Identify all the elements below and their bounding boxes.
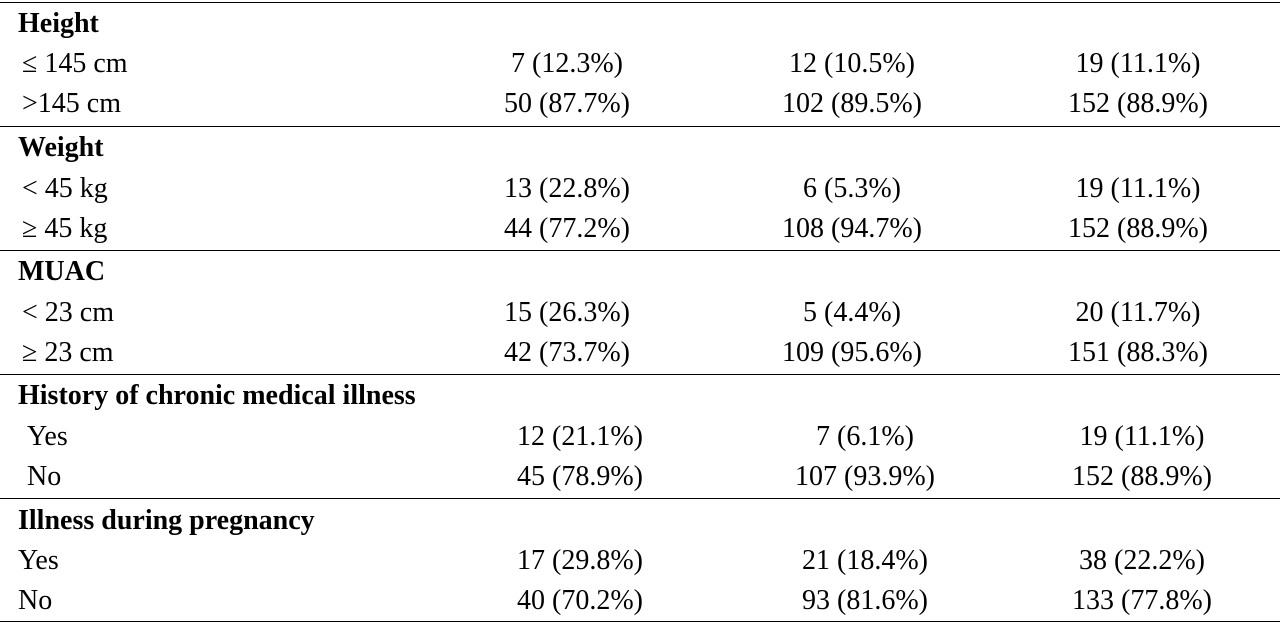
cell-col1: 42 (73.7%) bbox=[504, 337, 630, 368]
section-heading: Height bbox=[18, 8, 99, 39]
row-label: ≤ 145 cm bbox=[22, 48, 128, 79]
cell-col1: 7 (12.3%) bbox=[511, 48, 623, 79]
cell-col2: 21 (18.4%) bbox=[802, 545, 928, 576]
cell-col2: 93 (81.6%) bbox=[802, 585, 928, 616]
row-label: Yes bbox=[18, 545, 59, 576]
cell-col1: 12 (21.1%) bbox=[517, 421, 643, 452]
row-label: No bbox=[18, 585, 53, 616]
row-label: Yes bbox=[27, 421, 68, 452]
cell-col2: 109 (95.6%) bbox=[782, 337, 922, 368]
cell-col2: 108 (94.7%) bbox=[782, 213, 922, 244]
section-muac: MUAC < 23 cm 15 (26.3%) 5 (4.4%) 20 (11.… bbox=[0, 250, 1280, 372]
cell-col1: 40 (70.2%) bbox=[517, 585, 643, 616]
cell-col2: 102 (89.5%) bbox=[782, 88, 922, 119]
cell-col3: 20 (11.7%) bbox=[1075, 297, 1201, 328]
cell-col2: 6 (5.3%) bbox=[803, 173, 901, 204]
section-chronic-illness: History of chronic medical illness Yes 1… bbox=[0, 374, 1280, 496]
cell-col2: 5 (4.4%) bbox=[803, 297, 901, 328]
cell-col3: 152 (88.9%) bbox=[1072, 461, 1212, 492]
cell-col3: 152 (88.9%) bbox=[1068, 213, 1208, 244]
row-label: ≥ 45 kg bbox=[22, 213, 108, 244]
cell-col3: 151 (88.3%) bbox=[1068, 337, 1208, 368]
row-label: < 45 kg bbox=[22, 173, 108, 204]
section-height: Height ≤ 145 cm 7 (12.3%) 12 (10.5%) 19 … bbox=[0, 2, 1280, 124]
cell-col1: 44 (77.2%) bbox=[504, 213, 630, 244]
table-row: < 23 cm 15 (26.3%) 5 (4.4%) 20 (11.7%) bbox=[0, 293, 1280, 333]
cell-col2: 12 (10.5%) bbox=[789, 48, 915, 79]
cell-col1: 50 (87.7%) bbox=[504, 88, 630, 119]
section-heading: MUAC bbox=[18, 256, 106, 287]
section-weight: Weight < 45 kg 13 (22.8%) 6 (5.3%) 19 (1… bbox=[0, 126, 1280, 248]
cell-col1: 13 (22.8%) bbox=[504, 173, 630, 204]
section-heading: Weight bbox=[18, 132, 104, 163]
table-row: < 45 kg 13 (22.8%) 6 (5.3%) 19 (11.1%) bbox=[0, 169, 1280, 209]
table-row: ≤ 145 cm 7 (12.3%) 12 (10.5%) 19 (11.1%) bbox=[0, 44, 1280, 84]
cell-col3: 19 (11.1%) bbox=[1079, 421, 1205, 452]
table-row: No 45 (78.9%) 107 (93.9%) 152 (88.9%) bbox=[0, 457, 1280, 497]
section-heading: Illness during pregnancy bbox=[18, 505, 315, 536]
cell-col1: 17 (29.8%) bbox=[517, 545, 643, 576]
cell-col3: 38 (22.2%) bbox=[1079, 545, 1205, 576]
row-label: >145 cm bbox=[22, 88, 121, 119]
row-label: No bbox=[27, 461, 62, 492]
section-pregnancy-illness: Illness during pregnancy Yes 17 (29.8%) … bbox=[0, 498, 1280, 622]
section-heading: History of chronic medical illness bbox=[18, 380, 416, 411]
cell-col3: 152 (88.9%) bbox=[1068, 88, 1208, 119]
cell-col1: 15 (26.3%) bbox=[504, 297, 630, 328]
table-row: >145 cm 50 (87.7%) 102 (89.5%) 152 (88.9… bbox=[0, 84, 1280, 124]
row-label: < 23 cm bbox=[22, 297, 114, 328]
table-row: ≥ 23 cm 42 (73.7%) 109 (95.6%) 151 (88.3… bbox=[0, 333, 1280, 373]
table-row: Yes 12 (21.1%) 7 (6.1%) 19 (11.1%) bbox=[0, 417, 1280, 457]
row-label: ≥ 23 cm bbox=[22, 337, 114, 368]
table-row: No 40 (70.2%) 93 (81.6%) 133 (77.8%) bbox=[0, 581, 1280, 621]
cell-col2: 7 (6.1%) bbox=[816, 421, 914, 452]
cell-col2: 107 (93.9%) bbox=[795, 461, 935, 492]
cell-col3: 19 (11.1%) bbox=[1075, 48, 1201, 79]
table-row: Yes 17 (29.8%) 21 (18.4%) 38 (22.2%) bbox=[0, 541, 1280, 581]
cell-col3: 133 (77.8%) bbox=[1072, 585, 1212, 616]
table-row: ≥ 45 kg 44 (77.2%) 108 (94.7%) 152 (88.9… bbox=[0, 209, 1280, 249]
cell-col1: 45 (78.9%) bbox=[517, 461, 643, 492]
cell-col3: 19 (11.1%) bbox=[1075, 173, 1201, 204]
